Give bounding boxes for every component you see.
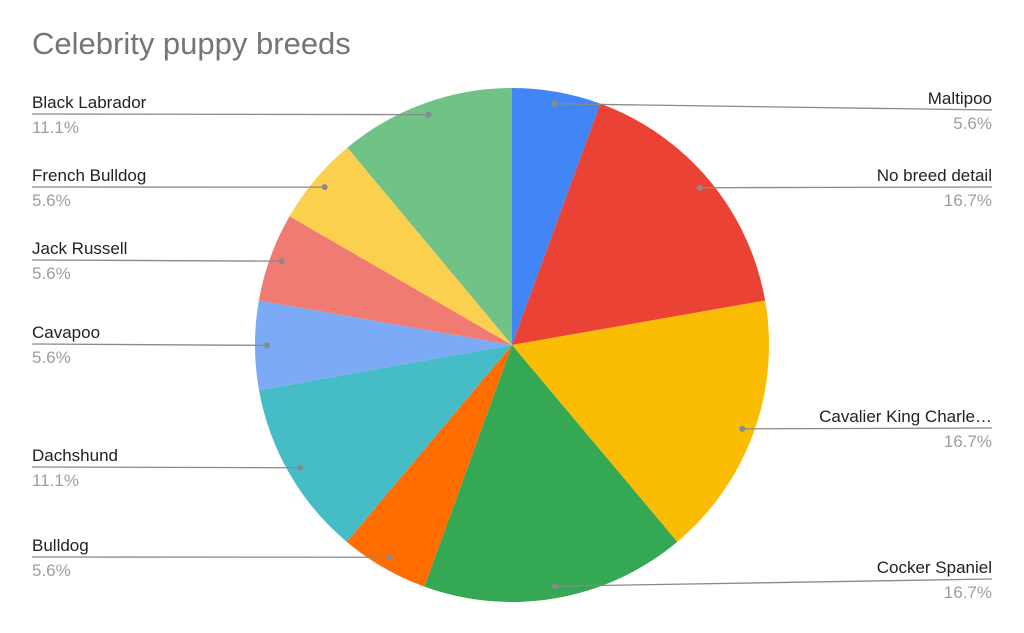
pie-slice[interactable] [346, 345, 512, 587]
leader-line [31, 466, 300, 469]
pie-slice[interactable] [289, 147, 512, 345]
slice-label: Maltipoo [928, 89, 992, 108]
leader-dot [551, 100, 558, 107]
leader-dot [321, 184, 328, 191]
pie-slice[interactable] [255, 300, 512, 391]
pie-slice[interactable] [512, 103, 766, 345]
chart-title: Celebrity puppy breeds [32, 26, 351, 61]
pie-slice[interactable] [512, 300, 769, 542]
pie-slice[interactable] [347, 88, 512, 345]
slice-percent: 5.6% [32, 348, 71, 367]
pie-slice[interactable] [424, 345, 678, 602]
leader-dot [386, 554, 393, 561]
leader-line [31, 343, 268, 347]
leader-dot [264, 342, 271, 349]
leader-line [31, 113, 429, 116]
slice-percent: 5.6% [32, 264, 71, 283]
slice-label: Cavalier King Charle… [819, 407, 992, 426]
slice-label: Jack Russell [32, 239, 127, 258]
pie-slice[interactable] [258, 216, 512, 345]
leader-line [742, 427, 993, 430]
slice-percent: 11.1% [32, 118, 79, 137]
leader-line [31, 259, 282, 262]
slice-percent: 5.6% [32, 191, 71, 210]
leader-line [699, 186, 993, 189]
leader-line [554, 103, 993, 111]
slice-percent: 11.1% [32, 471, 79, 490]
slice-percent: 16.7% [944, 191, 992, 210]
pie-slice[interactable] [259, 345, 512, 542]
slice-label: French Bulldog [32, 166, 146, 185]
leader-dot [696, 184, 703, 191]
pie-slice[interactable] [512, 88, 601, 345]
slice-percent: 16.7% [944, 583, 992, 602]
leader-dot [278, 258, 285, 265]
slice-label: Bulldog [32, 536, 89, 555]
leader-line [554, 578, 993, 587]
slice-label: No breed detail [877, 166, 992, 185]
leader-dot [739, 425, 746, 432]
leader-dot [425, 111, 432, 118]
slice-percent: 5.6% [32, 561, 71, 580]
slice-label: Dachshund [32, 446, 118, 465]
slice-percent: 5.6% [953, 114, 992, 133]
slice-percent: 16.7% [944, 432, 992, 451]
slice-label: Cavapoo [32, 323, 100, 342]
slice-label: Cocker Spaniel [877, 558, 992, 577]
leader-dot [296, 464, 303, 471]
slice-label: Black Labrador [32, 93, 147, 112]
leader-dot [551, 583, 558, 590]
